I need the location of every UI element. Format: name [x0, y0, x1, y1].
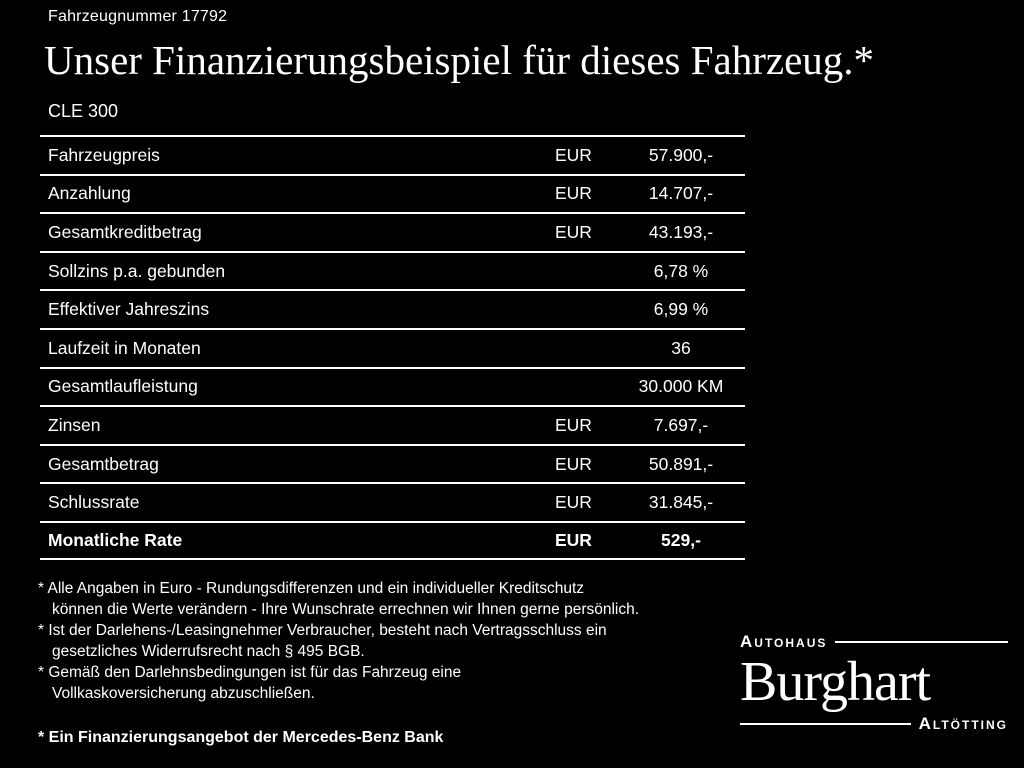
row-value: 31.845,- [648, 492, 714, 513]
row-label: Sollzins p.a. gebunden [48, 260, 226, 281]
row-label: Fahrzeugpreis [48, 144, 160, 165]
footnote: * Gemäß den Darlehnsbedingungen ist für … [38, 664, 462, 703]
row-value: 36 [671, 337, 691, 358]
financing-table: Fahrzeugpreis EUR 57.900,- Anzahlung EUR… [40, 135, 745, 560]
row-currency: EUR [555, 183, 592, 204]
table-row: Gesamtkreditbetrag EUR 43.193,- [40, 212, 745, 251]
vehicle-number: Fahrzeugnummer 17792 [48, 8, 228, 25]
page-title: Unser Finanzierungsbeispiel für dieses F… [44, 37, 875, 83]
dealer-logo: Autohaus Burghart Altötting [740, 632, 1008, 734]
row-label: Laufzeit in Monaten [48, 337, 201, 358]
row-value: 7.697,- [653, 414, 709, 435]
row-currency: EUR [555, 453, 592, 474]
row-value: 6,78 % [653, 260, 709, 281]
vehicle-model: CLE 300 [48, 101, 119, 121]
table-row: Schlussrate EUR 31.845,- [40, 482, 745, 521]
table-row: Effektiver Jahreszins 6,99 % [40, 289, 745, 328]
footnotes: * Alle Angaben in Euro - Rundungsdiffere… [38, 578, 758, 704]
logo-bottom-row: Altötting [740, 714, 1008, 734]
row-label: Monatliche Rate [48, 529, 183, 550]
row-label: Zinsen [48, 414, 101, 435]
row-currency: EUR [555, 492, 592, 513]
footnote: * Ist der Darlehens-/Leasingnehmer Verbr… [38, 622, 607, 661]
row-currency: EUR [555, 221, 592, 242]
logo-top-rule [835, 641, 1008, 643]
financing-note: * Ein Finanzierungsangebot der Mercedes-… [38, 729, 444, 746]
table-row: Sollzins p.a. gebunden 6,78 % [40, 250, 745, 290]
table-row: Zinsen EUR 7.697,- [40, 405, 745, 444]
logo-dealer-name: Burghart [740, 651, 931, 713]
row-label: Gesamtbetrag [48, 453, 159, 474]
row-value: 529,- [661, 529, 701, 550]
table-row: Gesamtlaufleistung 30.000 KM [40, 366, 745, 406]
row-value: 43.193,- [648, 221, 714, 242]
table-row: Anzahlung EUR 14.707,- [40, 173, 745, 213]
logo-top-row: Autohaus [740, 632, 1008, 652]
logo-city-label: Altötting [918, 714, 1008, 733]
row-value: 50.891,- [648, 453, 714, 474]
row-label: Anzahlung [48, 183, 131, 204]
footnote: * Alle Angaben in Euro - Rundungsdiffere… [38, 580, 640, 619]
row-label: Gesamtkreditbetrag [48, 221, 202, 242]
row-value: 6,99 % [653, 299, 709, 320]
row-label: Gesamtlaufleistung [48, 376, 198, 397]
row-value: 14.707,- [648, 183, 714, 204]
row-value: 30.000 KM [638, 376, 724, 397]
row-currency: EUR [555, 144, 592, 165]
logo-bottom-rule [740, 723, 911, 725]
row-label: Effektiver Jahreszins [48, 299, 210, 320]
table-row: Gesamtbetrag EUR 50.891,- [40, 443, 745, 483]
row-value: 57.900,- [648, 144, 714, 165]
row-label: Schlussrate [48, 492, 140, 513]
logo-autohaus-label: Autohaus [740, 632, 828, 651]
row-currency: EUR [555, 529, 592, 550]
table-row: Fahrzeugpreis EUR 57.900,- [40, 135, 745, 174]
table-row: Laufzeit in Monaten 36 [40, 327, 745, 367]
row-currency: EUR [555, 414, 592, 435]
table-row: Monatliche Rate EUR 529,- [40, 520, 745, 560]
